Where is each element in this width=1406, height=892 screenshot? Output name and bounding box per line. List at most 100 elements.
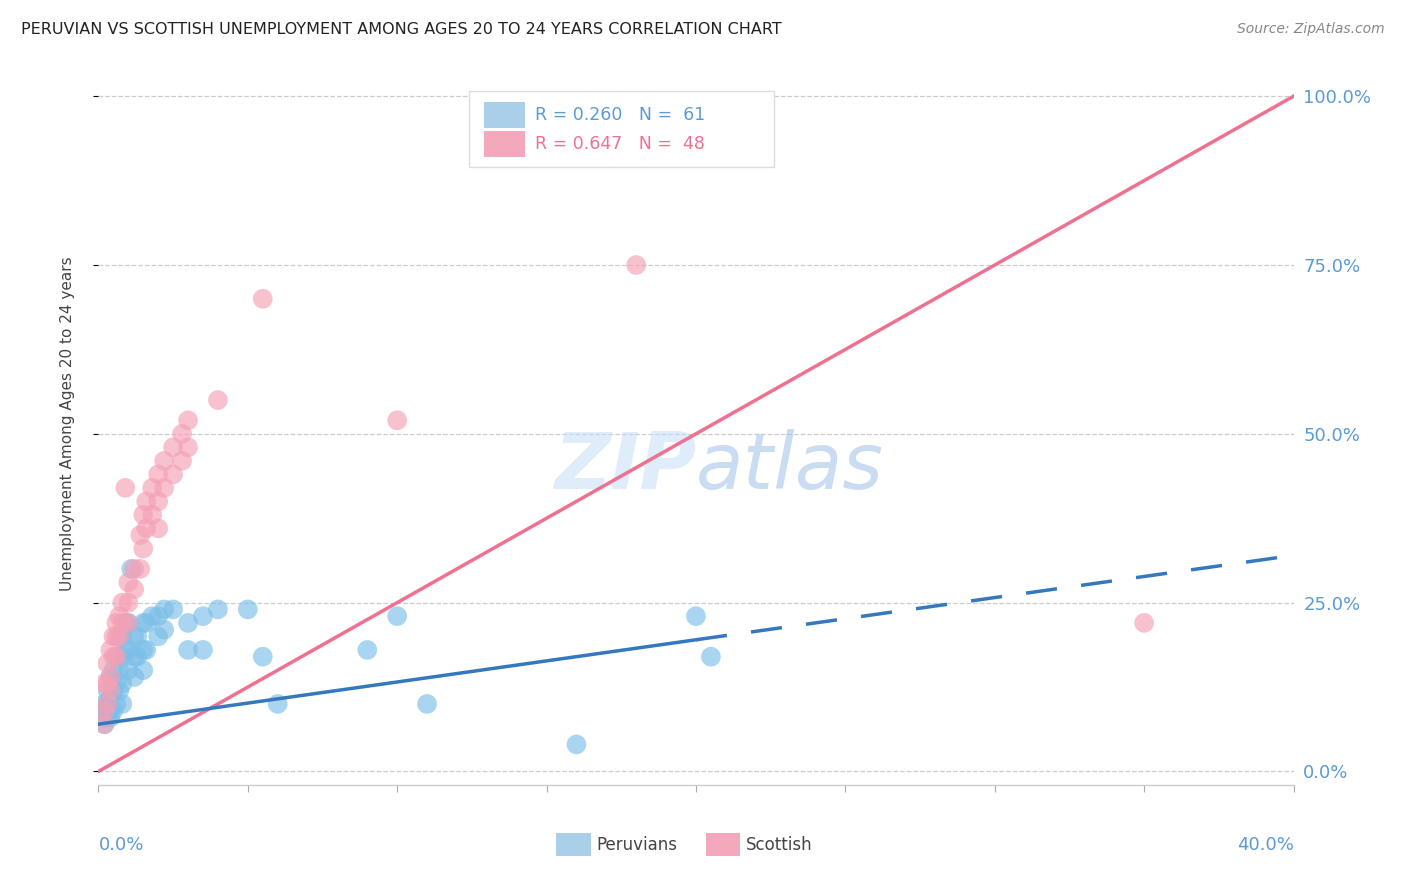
Point — [124, 670, 146, 684]
Text: PERUVIAN VS SCOTTISH UNEMPLOYMENT AMONG AGES 20 TO 24 YEARS CORRELATION CHART: PERUVIAN VS SCOTTISH UNEMPLOYMENT AMONG … — [21, 22, 782, 37]
Point — [96, 657, 118, 671]
Point — [127, 649, 149, 664]
Point — [105, 629, 128, 643]
Point — [103, 629, 125, 643]
Point — [93, 676, 115, 690]
Point — [111, 629, 134, 643]
Point — [105, 649, 128, 664]
Point — [103, 683, 125, 698]
Point — [1133, 615, 1156, 630]
Point — [111, 697, 134, 711]
Point — [135, 494, 157, 508]
Point — [135, 615, 157, 630]
Point — [148, 521, 170, 535]
Point — [267, 697, 290, 711]
Point — [153, 602, 176, 616]
Point — [177, 643, 200, 657]
Point — [177, 440, 200, 454]
Text: R = 0.647   N =  48: R = 0.647 N = 48 — [534, 135, 704, 153]
Point — [162, 440, 184, 454]
Point — [98, 710, 122, 724]
Point — [108, 683, 131, 698]
Point — [626, 258, 648, 272]
Point — [132, 508, 155, 522]
Point — [700, 649, 723, 664]
Point — [108, 629, 131, 643]
Text: Peruvians: Peruvians — [596, 836, 678, 854]
Point — [103, 704, 125, 718]
Point — [98, 704, 122, 718]
Point — [236, 602, 259, 616]
Point — [132, 615, 155, 630]
Point — [96, 676, 118, 690]
Point — [148, 629, 170, 643]
Text: Source: ZipAtlas.com: Source: ZipAtlas.com — [1237, 22, 1385, 37]
Point — [120, 562, 142, 576]
Point — [191, 609, 214, 624]
Point — [124, 649, 146, 664]
Point — [114, 643, 136, 657]
Point — [93, 704, 115, 718]
Point — [111, 676, 134, 690]
Text: Scottish: Scottish — [747, 836, 813, 854]
FancyBboxPatch shape — [557, 833, 591, 856]
Point — [108, 609, 131, 624]
Point — [98, 670, 122, 684]
Point — [108, 629, 131, 643]
Point — [111, 615, 134, 630]
Point — [252, 292, 274, 306]
Point — [153, 623, 176, 637]
Point — [98, 690, 122, 705]
Point — [252, 649, 274, 664]
Point — [385, 609, 409, 624]
Point — [356, 643, 378, 657]
Point — [685, 609, 707, 624]
Point — [93, 710, 115, 724]
Point — [96, 710, 118, 724]
Point — [111, 596, 134, 610]
Point — [117, 615, 139, 630]
Point — [114, 615, 136, 630]
Text: R = 0.260   N =  61: R = 0.260 N = 61 — [534, 106, 704, 124]
Point — [148, 494, 170, 508]
Point — [141, 508, 163, 522]
FancyBboxPatch shape — [706, 833, 740, 856]
Point — [565, 738, 588, 752]
Point — [191, 643, 214, 657]
Point — [148, 467, 170, 482]
Point — [117, 596, 139, 610]
Point — [416, 697, 439, 711]
Point — [117, 643, 139, 657]
Point — [114, 481, 136, 495]
Point — [172, 426, 194, 441]
Point — [93, 717, 115, 731]
Point — [124, 562, 146, 576]
Text: 40.0%: 40.0% — [1237, 836, 1294, 854]
Point — [93, 704, 115, 718]
Point — [129, 562, 152, 576]
Point — [177, 615, 200, 630]
Point — [141, 609, 163, 624]
Point — [124, 582, 146, 596]
Point — [141, 481, 163, 495]
Point — [124, 629, 146, 643]
Point — [105, 697, 128, 711]
Text: ZIP: ZIP — [554, 429, 696, 505]
Point — [98, 683, 122, 698]
Point — [132, 663, 155, 677]
Point — [108, 663, 131, 677]
Point — [162, 467, 184, 482]
Point — [132, 643, 155, 657]
FancyBboxPatch shape — [470, 91, 773, 167]
Text: 0.0%: 0.0% — [98, 836, 143, 854]
Point — [93, 697, 115, 711]
Point — [93, 717, 115, 731]
FancyBboxPatch shape — [485, 131, 524, 157]
Point — [96, 697, 118, 711]
Point — [96, 697, 118, 711]
Point — [98, 670, 122, 684]
Point — [105, 649, 128, 664]
Point — [103, 649, 125, 664]
Point — [162, 602, 184, 616]
Point — [117, 663, 139, 677]
